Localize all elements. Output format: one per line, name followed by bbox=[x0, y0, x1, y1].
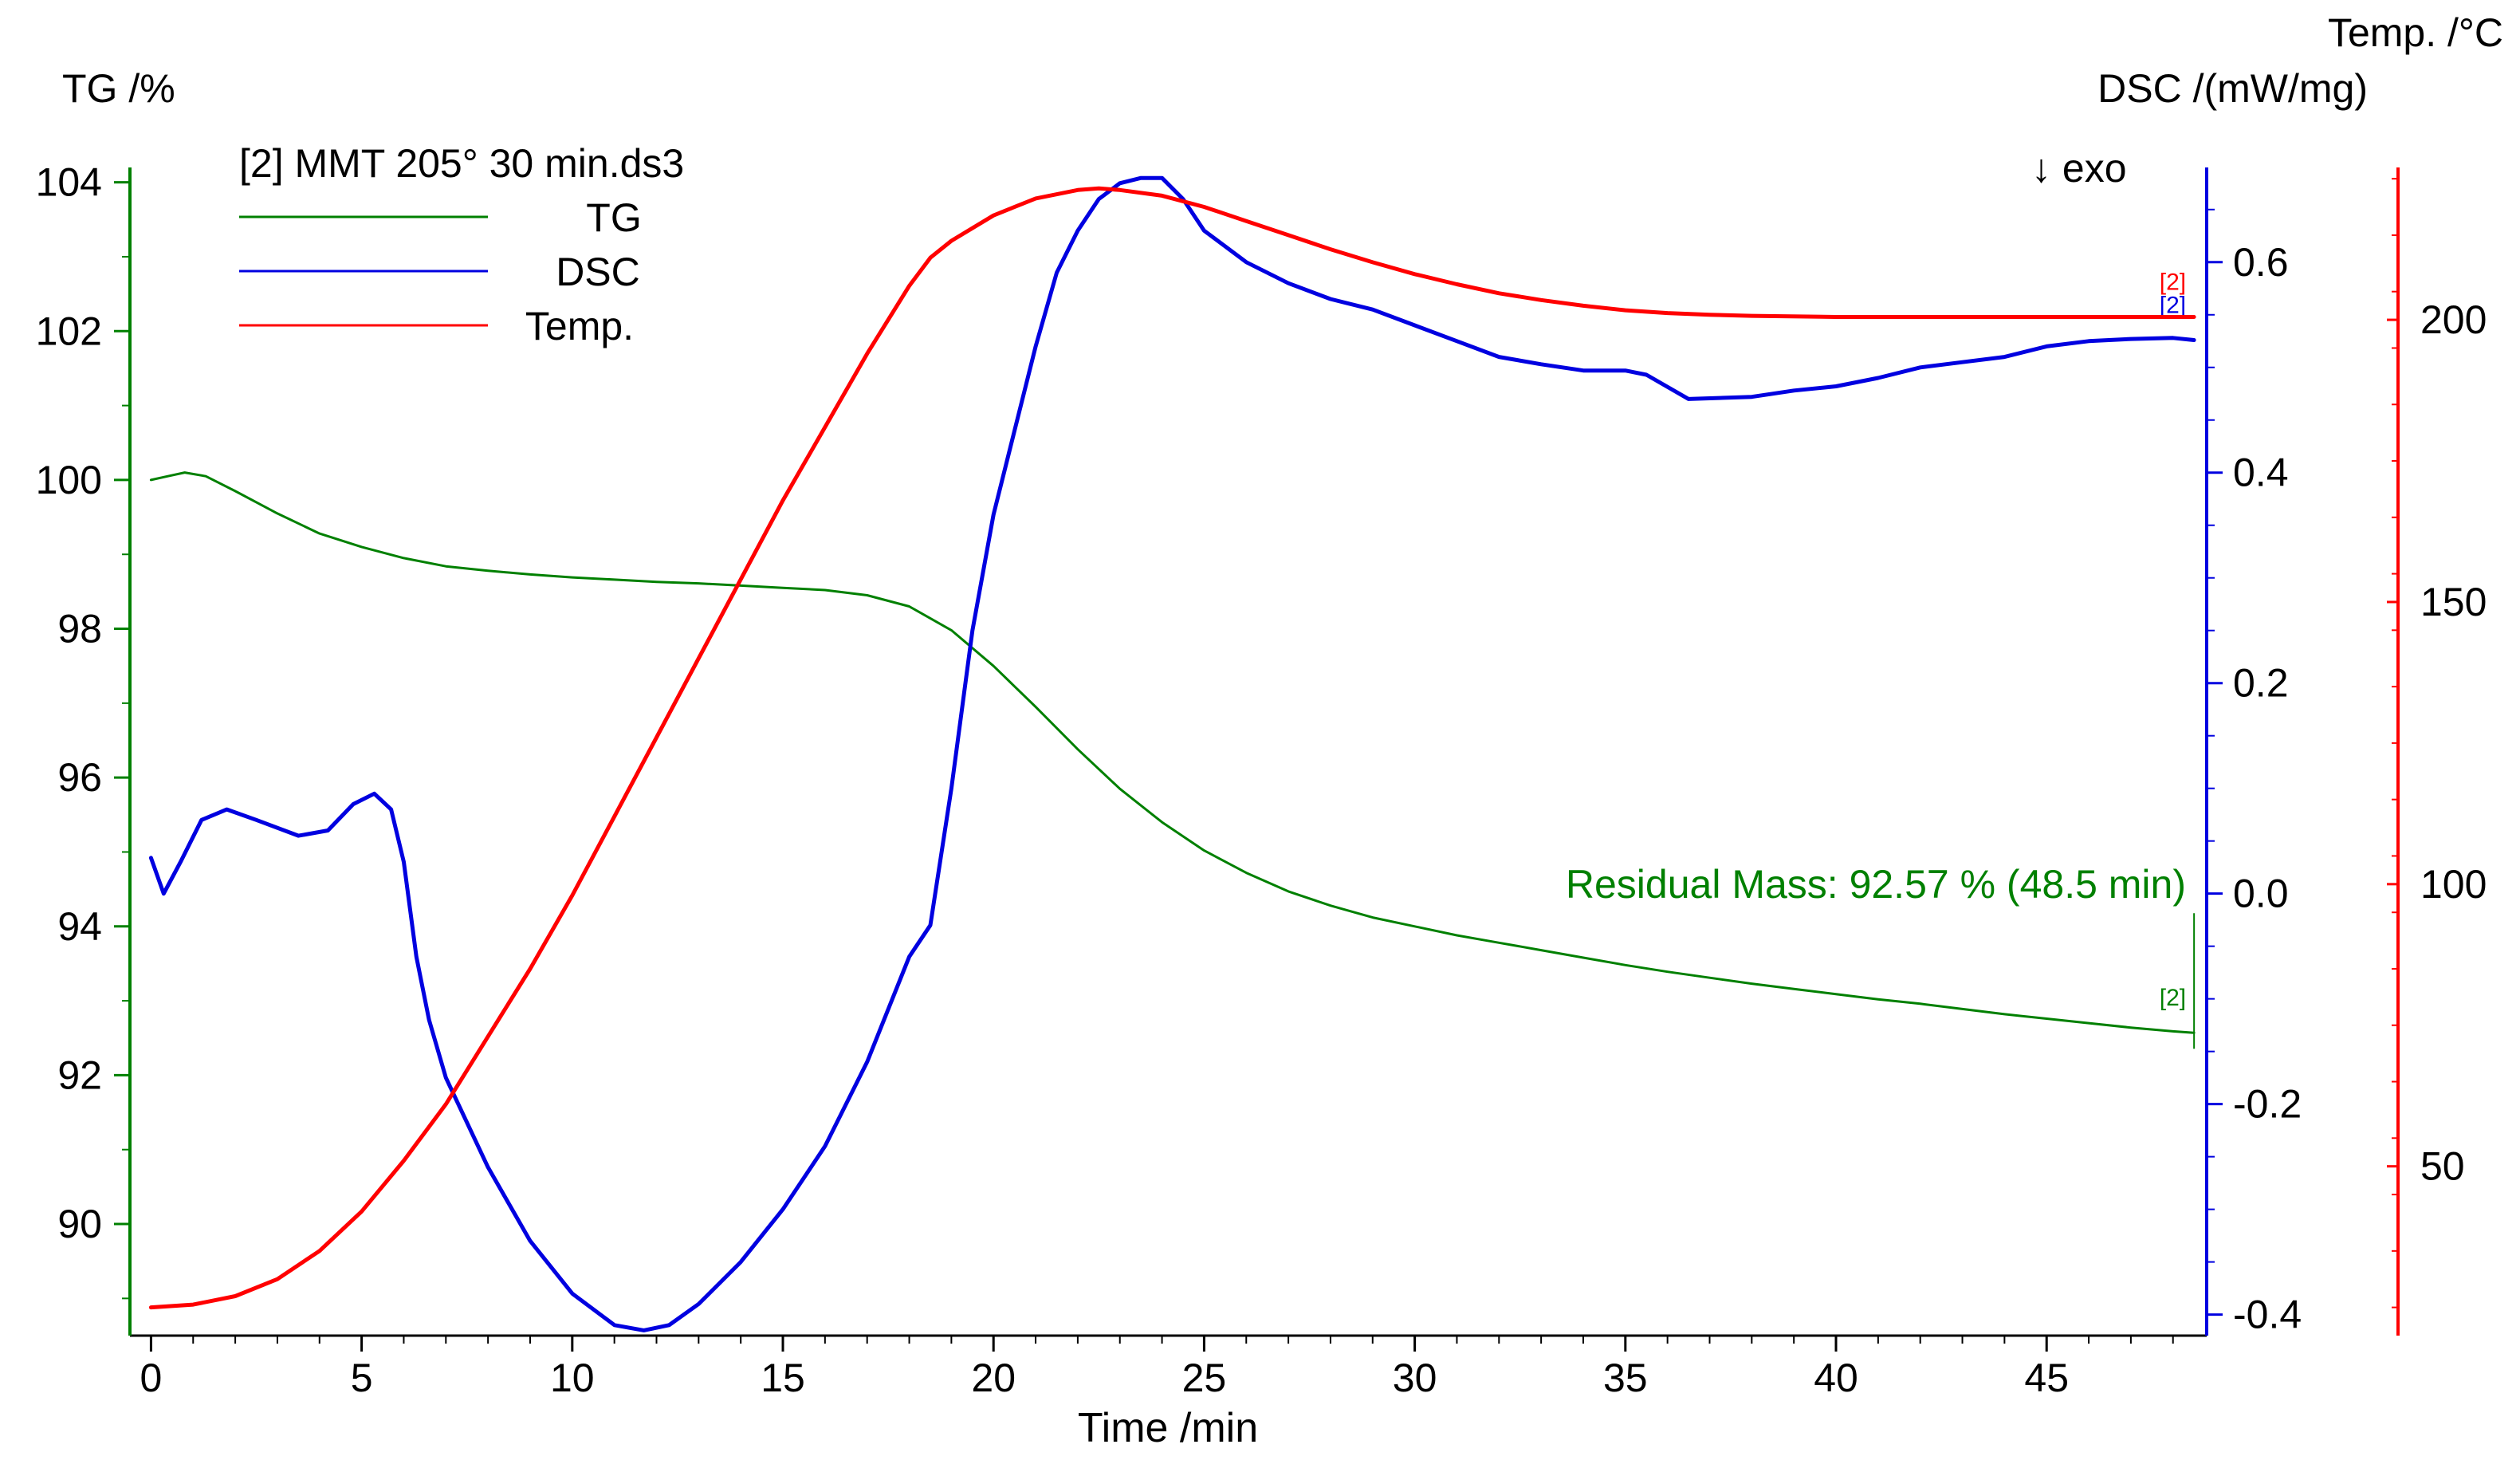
x-tick-label: 30 bbox=[1393, 1356, 1437, 1400]
series-end-label-temp: [2] bbox=[2160, 270, 2186, 296]
tg-tick-label: 94 bbox=[57, 904, 102, 949]
dsc-tick-label: 0.6 bbox=[2233, 240, 2289, 285]
tg-tick-label: 104 bbox=[36, 160, 102, 205]
temp-tick-label: 200 bbox=[2420, 297, 2487, 342]
tg-tick-label: 98 bbox=[57, 607, 102, 651]
x-tick-label: 5 bbox=[351, 1356, 373, 1400]
x-tick-label: 20 bbox=[971, 1356, 1016, 1400]
tg-tick-label: 100 bbox=[36, 458, 102, 502]
tg-tick-label: 96 bbox=[57, 755, 102, 800]
tg-axis-title: TG /% bbox=[62, 66, 175, 111]
tg-tick-label: 92 bbox=[57, 1053, 102, 1097]
dsc-tick-label: 0.0 bbox=[2233, 872, 2289, 916]
temp-tick-label: 50 bbox=[2420, 1144, 2465, 1189]
series-line-temp bbox=[148, 186, 2196, 1310]
x-tick-label: 15 bbox=[761, 1356, 805, 1400]
x-tick-label: 10 bbox=[550, 1356, 595, 1400]
temp-tick-label: 100 bbox=[2420, 862, 2487, 907]
series-end-label-dsc: [2] bbox=[2160, 292, 2186, 318]
x-tick-label: 40 bbox=[1814, 1356, 1858, 1400]
dsc-tick-label: -0.4 bbox=[2233, 1293, 2302, 1337]
tg-tick-label: 90 bbox=[57, 1202, 102, 1246]
dsc-tick-label: 0.4 bbox=[2233, 451, 2289, 495]
x-tick-label: 25 bbox=[1182, 1356, 1227, 1400]
residual-mass-annotation: Residual Mass: 92.57 % (48.5 min) bbox=[1566, 862, 2186, 907]
dsc-axis-title: DSC /(mW/mg) bbox=[2097, 66, 2368, 111]
series-line-dsc bbox=[148, 175, 2196, 1332]
dsc-tick-label: -0.2 bbox=[2233, 1082, 2302, 1127]
legend-label-dsc: DSC bbox=[556, 250, 640, 294]
axes-layer: 0 5 10 15 20 25 30 35 40 45 90 92 94 96 98 100 102 104 -0.… bbox=[36, 160, 2487, 1400]
temp-axis-title: Temp. /°C bbox=[2328, 10, 2503, 55]
x-tick-label: 45 bbox=[2024, 1356, 2069, 1400]
chart-title: [2] MMT 205° 30 min.ds3 bbox=[239, 141, 684, 186]
legend-label-tg: TG bbox=[586, 195, 641, 240]
series-layer: [2][2][2] bbox=[148, 175, 2196, 1332]
temp-tick-label: 150 bbox=[2420, 580, 2487, 624]
x-axis-title: Time /min bbox=[1078, 1405, 1258, 1451]
x-tick-label: 35 bbox=[1603, 1356, 1648, 1400]
legend-label-temp: Temp. bbox=[525, 304, 634, 348]
series-end-label-tg: [2] bbox=[2160, 985, 2186, 1011]
x-tick-label: 0 bbox=[140, 1356, 163, 1400]
tg-tick-label: 102 bbox=[36, 309, 102, 353]
series-line-tg bbox=[149, 471, 2196, 1034]
exo-indicator: ↓ exo bbox=[2031, 146, 2127, 191]
dsc-tick-label: 0.2 bbox=[2233, 661, 2289, 706]
